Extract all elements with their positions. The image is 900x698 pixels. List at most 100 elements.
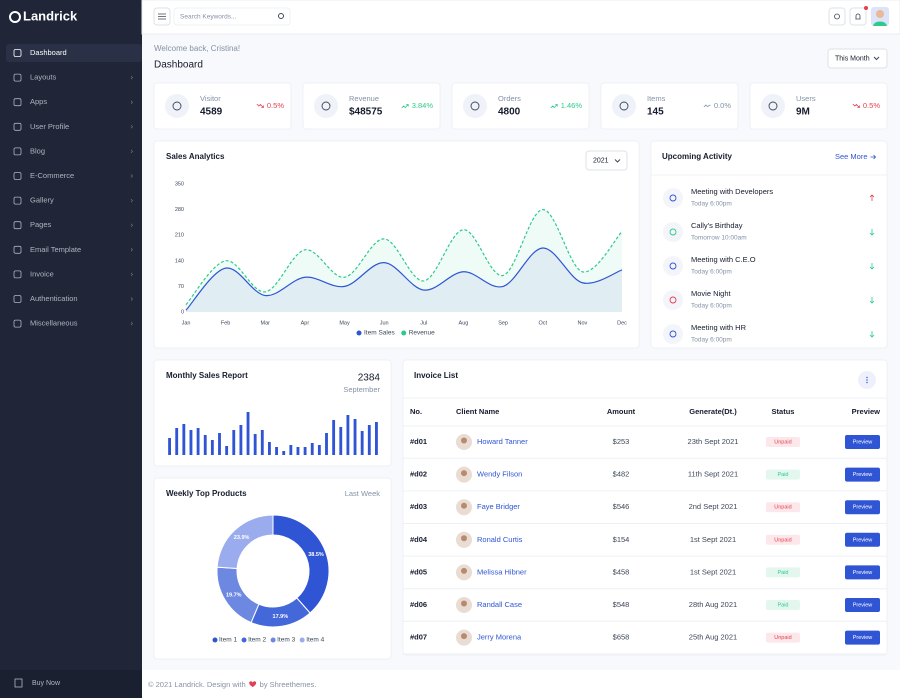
client-name[interactable]: Faye Bridger bbox=[477, 502, 520, 511]
activity-icon bbox=[669, 262, 677, 270]
stat-icon-bg bbox=[761, 94, 785, 118]
avatar-face bbox=[876, 10, 884, 18]
preview-label: Preview bbox=[853, 472, 873, 478]
client-name[interactable]: Jerry Morena bbox=[477, 633, 522, 642]
stat-change: 0.5% bbox=[267, 101, 284, 110]
stat-trend-arrow bbox=[401, 104, 409, 109]
active-item-bg bbox=[6, 44, 142, 62]
legend-label[interactable]: Revenue bbox=[409, 330, 435, 337]
series-line bbox=[185, 208, 623, 306]
status-label: Paid bbox=[777, 472, 788, 478]
menu-icon bbox=[13, 196, 22, 205]
preview-button[interactable] bbox=[845, 565, 880, 580]
client-name[interactable]: Howard Tanner bbox=[477, 437, 528, 446]
column-header: Client Name bbox=[456, 407, 499, 416]
buy-now[interactable]: Buy Now bbox=[32, 680, 61, 687]
menu-item[interactable]: Invoice bbox=[30, 269, 54, 278]
stat-icon bbox=[619, 101, 629, 111]
client-name[interactable]: Melissa Hibner bbox=[477, 567, 527, 576]
series-area bbox=[186, 247, 622, 312]
settings-button[interactable] bbox=[828, 7, 846, 26]
bar bbox=[189, 430, 193, 455]
client-name[interactable]: Wendy Filson bbox=[477, 470, 522, 479]
menu-item[interactable]: Email Template bbox=[30, 245, 81, 254]
menu-item[interactable]: Authentication bbox=[30, 294, 78, 303]
preview-label: Preview bbox=[853, 439, 873, 445]
menu-chevron bbox=[130, 272, 133, 277]
chart-period: Last Week bbox=[345, 489, 381, 498]
activity-arrow bbox=[869, 229, 875, 236]
legend-label[interactable]: Item 4 bbox=[306, 637, 324, 644]
bar bbox=[339, 427, 343, 455]
menu-chevron bbox=[130, 149, 133, 154]
legend-label[interactable]: Item 3 bbox=[277, 637, 295, 644]
menu-icon bbox=[13, 295, 22, 303]
column-header: Generate(Dt.) bbox=[689, 407, 737, 416]
invoice-card bbox=[402, 359, 888, 656]
activity-title[interactable]: Movie Night bbox=[691, 289, 732, 298]
activity-arrow bbox=[869, 194, 875, 201]
legend-label[interactable]: Item Sales bbox=[364, 330, 395, 337]
activity-icon bbox=[669, 194, 677, 202]
menu-item[interactable]: Gallery bbox=[30, 196, 54, 205]
buy-icon bbox=[14, 678, 23, 688]
activity-title[interactable]: Meeting with Developers bbox=[691, 187, 773, 196]
preview-button[interactable] bbox=[845, 630, 880, 645]
client-name[interactable]: Ronald Curtis bbox=[477, 535, 523, 544]
card-title: Invoice List bbox=[414, 371, 458, 380]
menu-item[interactable]: Layouts bbox=[30, 73, 57, 82]
preview-label: Preview bbox=[853, 505, 873, 511]
menu-item[interactable]: Apps bbox=[30, 97, 47, 106]
bar bbox=[182, 424, 186, 455]
menu-item[interactable]: Pages bbox=[30, 220, 52, 229]
menu-icon bbox=[13, 147, 22, 156]
slice-label: 17.9% bbox=[273, 614, 289, 620]
legend-label[interactable]: Item 2 bbox=[248, 637, 266, 644]
preview-button[interactable] bbox=[845, 500, 880, 515]
preview-button[interactable] bbox=[845, 467, 880, 482]
chart-title: Weekly Top Products bbox=[166, 489, 247, 498]
avatar-face bbox=[461, 535, 467, 542]
activity-title[interactable]: Meeting with HR bbox=[691, 323, 747, 332]
see-more-link[interactable]: See More bbox=[835, 152, 868, 161]
column-header: Preview bbox=[852, 407, 881, 416]
avatar-face bbox=[461, 633, 467, 640]
activity-icon bbox=[669, 228, 677, 236]
legend-label[interactable]: Item 1 bbox=[219, 637, 237, 644]
stat-card bbox=[600, 82, 739, 130]
activity-title[interactable]: Cally's Birthday bbox=[691, 221, 743, 230]
preview-button[interactable] bbox=[845, 435, 880, 449]
stat-trend-arrow bbox=[256, 103, 264, 108]
invoice-date: 25th Aug 2021 bbox=[689, 633, 737, 642]
status-badge bbox=[766, 502, 800, 513]
invoice-amount: $658 bbox=[613, 633, 630, 642]
footer bbox=[142, 670, 900, 698]
sidebar bbox=[0, 0, 142, 698]
activity-icon bbox=[669, 330, 677, 338]
invoice-id: #d07 bbox=[410, 633, 427, 642]
search-box[interactable] bbox=[173, 7, 291, 26]
year-select[interactable] bbox=[585, 150, 628, 171]
menu-item[interactable]: Dashboard bbox=[30, 48, 67, 57]
brand[interactable]: Landrick bbox=[23, 8, 78, 23]
select-caret bbox=[614, 159, 621, 163]
stat-change: 0.5% bbox=[863, 101, 880, 110]
invoice-amount: $458 bbox=[613, 567, 630, 576]
menu-item[interactable]: User Profile bbox=[30, 122, 69, 131]
menu-item[interactable]: Miscellaneous bbox=[30, 319, 78, 328]
preview-button[interactable] bbox=[845, 598, 880, 612]
preview-button[interactable] bbox=[845, 532, 880, 547]
menu-item[interactable]: Blog bbox=[30, 146, 45, 155]
activity-icon bbox=[669, 296, 677, 304]
settings-icon bbox=[834, 13, 840, 20]
activity-title[interactable]: Meeting with C.E.O bbox=[691, 255, 756, 264]
period-select[interactable] bbox=[827, 48, 888, 69]
client-name[interactable]: Randall Case bbox=[477, 600, 522, 609]
search-placeholder: Search Keywords... bbox=[180, 14, 237, 21]
menu-item[interactable]: E-Commerce bbox=[30, 171, 74, 180]
bar bbox=[317, 445, 321, 455]
bar bbox=[303, 447, 307, 455]
search-icon[interactable] bbox=[278, 13, 284, 19]
bar bbox=[175, 428, 179, 455]
notification-button[interactable] bbox=[849, 7, 867, 26]
